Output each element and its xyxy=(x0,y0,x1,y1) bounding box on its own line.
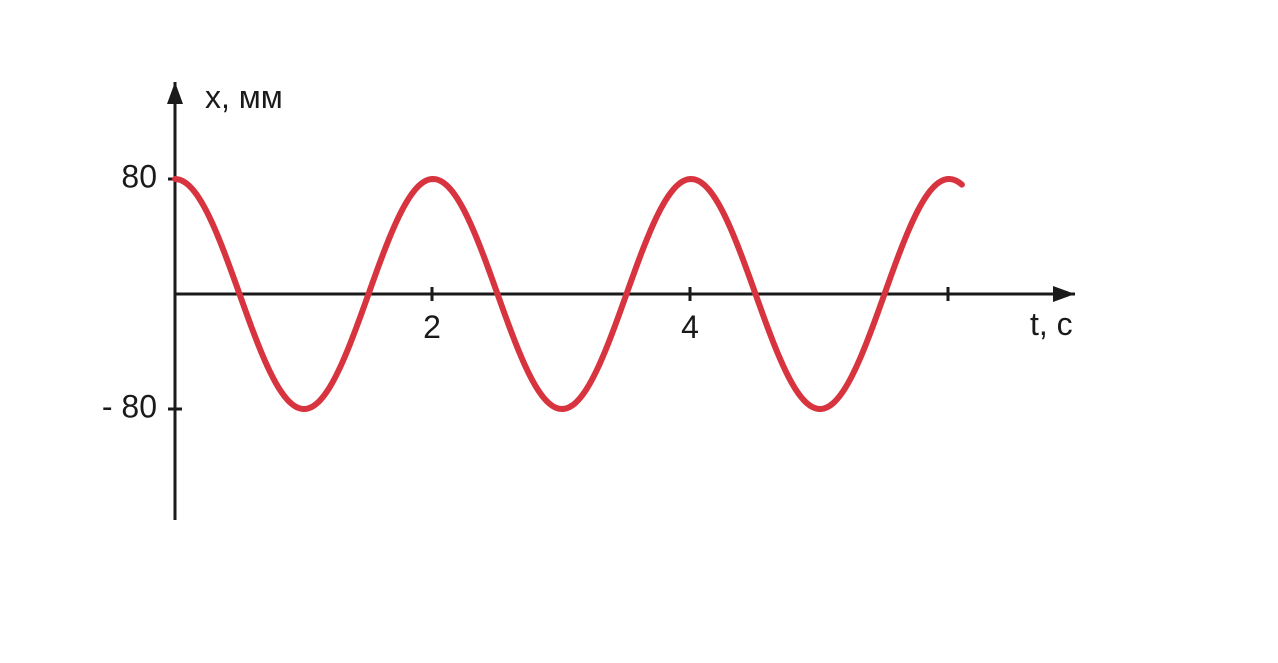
y-tick-label: - 80 xyxy=(102,388,157,424)
y-axis-label: x, мм xyxy=(205,79,283,115)
y-axis-arrowhead-icon xyxy=(167,82,183,104)
x-tick-label: 4 xyxy=(681,309,699,345)
x-axis-label: t, c xyxy=(1030,306,1073,342)
x-tick-label: 2 xyxy=(423,309,441,345)
oscillation-chart: 2 4 80 - 80 x, мм t, c xyxy=(0,0,1278,663)
chart-container: 2 4 80 - 80 x, мм t, c xyxy=(0,0,1278,663)
x-axis-arrowhead-icon xyxy=(1053,286,1075,302)
y-tick-label: 80 xyxy=(121,158,157,194)
